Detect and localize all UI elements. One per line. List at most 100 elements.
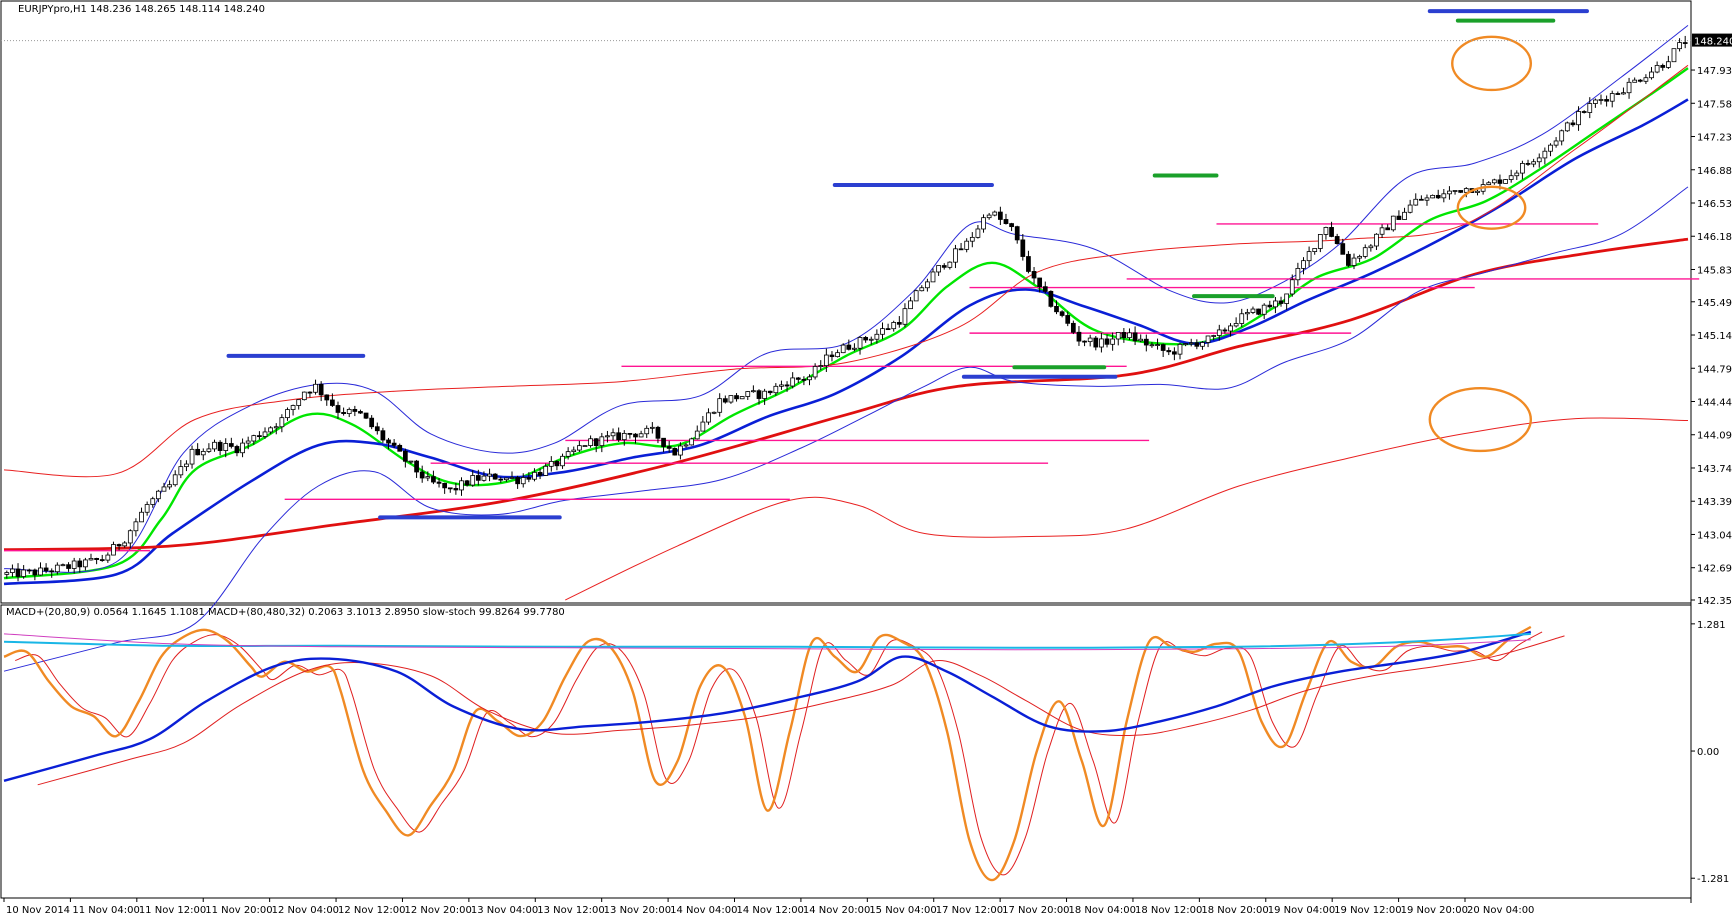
- candle-down: [386, 439, 391, 444]
- candle-up: [1183, 343, 1188, 345]
- candle-down: [358, 411, 363, 414]
- candle-up: [1463, 188, 1469, 193]
- candle-up: [621, 432, 627, 441]
- candle-down: [475, 475, 481, 481]
- candle-down: [1065, 315, 1071, 324]
- time-tick-label: 13 Nov 20:00: [604, 905, 671, 916]
- candle-up: [728, 395, 734, 403]
- candle-down: [756, 390, 762, 399]
- candle-up: [936, 265, 941, 273]
- candle-down: [958, 248, 964, 251]
- candle-up: [1447, 190, 1452, 195]
- candle-up: [1216, 329, 1222, 336]
- candle-down: [1020, 239, 1026, 257]
- candle-up: [150, 498, 156, 505]
- candle-up: [857, 337, 863, 349]
- candle-up: [1677, 42, 1682, 50]
- candle-down: [1093, 337, 1099, 348]
- candle-up: [868, 338, 874, 341]
- candle-up: [301, 391, 307, 401]
- candle-up: [953, 248, 958, 263]
- time-tick-label: 20 Nov 04:00: [1467, 905, 1534, 916]
- candle-up: [1127, 332, 1132, 339]
- candle-down: [1009, 223, 1014, 228]
- candle-down: [391, 442, 397, 446]
- time-tick-label: 19 Nov 20:00: [1401, 905, 1468, 916]
- price-tick-label: 144.090: [1697, 431, 1732, 442]
- candle-down: [341, 412, 346, 414]
- candle-up: [520, 477, 526, 485]
- candle-up: [683, 444, 689, 447]
- candle-down: [1396, 215, 1402, 220]
- candle-up: [1155, 344, 1160, 346]
- candle-up: [1362, 247, 1368, 257]
- candle-up: [1520, 163, 1525, 174]
- candle-down: [515, 477, 520, 485]
- candle-down: [1278, 300, 1284, 304]
- candle-up: [1306, 251, 1312, 262]
- candle-up: [1508, 175, 1514, 180]
- candle-up: [891, 322, 897, 330]
- candle-up: [139, 511, 144, 523]
- candle-up: [565, 451, 571, 457]
- candle-up: [947, 261, 953, 268]
- price-tick-label: 142.350: [1697, 596, 1732, 607]
- candle-up: [1559, 130, 1565, 142]
- candle-down: [666, 446, 672, 449]
- candle-up: [105, 554, 111, 561]
- candle-up: [1430, 194, 1435, 199]
- candle-down: [1604, 99, 1609, 102]
- candle-down: [1435, 194, 1441, 199]
- highlight-circles: [1428, 35, 1533, 453]
- candle-down: [863, 337, 869, 341]
- candle-up: [638, 433, 644, 438]
- candle-up: [840, 344, 846, 354]
- candle-down: [1570, 122, 1576, 126]
- candle-down: [492, 473, 498, 480]
- candle-up: [1390, 215, 1396, 231]
- candle-up: [1475, 190, 1480, 193]
- sub-panel-frame: [0, 604, 1692, 899]
- candle-up: [1665, 61, 1671, 68]
- candle-up: [1531, 161, 1536, 165]
- macd-fast-signal-line: [37, 635, 1565, 786]
- candle-down: [26, 569, 32, 572]
- time-tick-label: 15 Nov 04:00: [869, 905, 936, 916]
- candle-down: [1222, 329, 1228, 332]
- candle-up: [706, 412, 711, 423]
- candle-up: [1239, 313, 1245, 324]
- candle-up: [908, 300, 913, 310]
- oscillator-lines: [3, 625, 1565, 882]
- candle-down: [419, 471, 425, 479]
- candle-up: [21, 569, 27, 577]
- candle-down: [1419, 198, 1424, 201]
- price-tick-label: 147.930: [1697, 66, 1732, 77]
- candle-down: [374, 426, 380, 432]
- price-tick-label: 146.880: [1697, 166, 1732, 177]
- candle-down: [1054, 305, 1059, 313]
- candle-up: [1514, 172, 1520, 177]
- candle-up: [773, 385, 779, 394]
- candle-up: [1273, 300, 1278, 308]
- price-tick-label: 145.140: [1697, 331, 1732, 342]
- candle-down: [829, 354, 835, 358]
- candle-up: [273, 426, 279, 429]
- candle-down: [49, 570, 55, 573]
- candle-up: [10, 568, 15, 573]
- candle-up: [1379, 227, 1385, 235]
- oscillator-tick-label: 0.00: [1697, 747, 1719, 758]
- candle-down: [66, 564, 71, 569]
- candle-down: [1340, 243, 1346, 255]
- candle-down: [627, 432, 633, 435]
- candle-up: [818, 365, 824, 367]
- candle-up: [206, 448, 212, 452]
- candle-up: [1351, 257, 1357, 266]
- candle-up: [4, 572, 10, 575]
- candle-up: [1261, 304, 1267, 315]
- candle-up: [751, 390, 756, 393]
- candle-up: [812, 366, 818, 378]
- candle-down: [846, 344, 852, 350]
- candle-up: [83, 559, 88, 568]
- candle-down: [1042, 286, 1048, 292]
- candle-up: [571, 449, 577, 453]
